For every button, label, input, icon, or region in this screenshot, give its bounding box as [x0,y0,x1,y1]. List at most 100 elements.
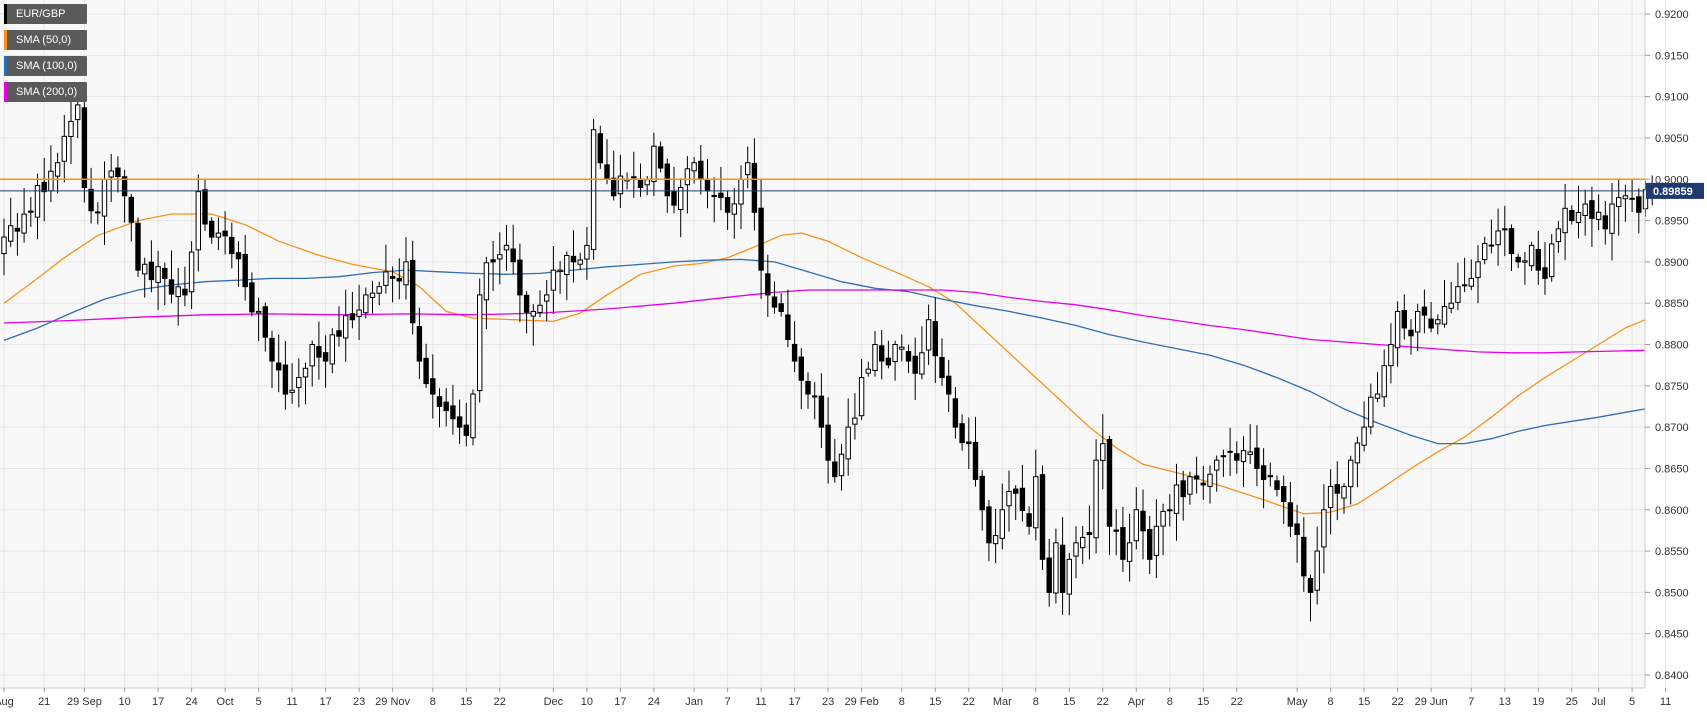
candle [1388,323,1394,384]
x-tick-label: 10 [581,696,593,708]
candle [986,500,992,562]
candle-body [604,164,610,179]
candle-body [758,207,764,271]
candle [269,330,275,389]
candle-body [1187,476,1193,495]
candle [296,358,302,408]
candle-body [81,107,88,189]
candle [1542,241,1548,295]
candle [899,334,905,362]
candle [530,304,536,346]
x-tick-label: 29 Nov [375,696,410,708]
candle-body [637,179,644,189]
candle-body [798,356,804,381]
candle [1636,188,1642,234]
candle-body [115,167,121,178]
candle-body [1595,211,1602,220]
candle-body [946,375,952,395]
candle [1073,526,1079,579]
candle-body [1622,195,1629,200]
candle [1120,506,1126,573]
legend-item-sma-200[interactable]: SMA (200,0) [4,82,88,102]
candle-body [456,416,463,428]
legend-swatch [4,30,7,50]
candle-body [316,346,322,358]
legend-swatch [4,56,7,76]
candle-body [21,213,27,234]
candle [329,328,336,374]
candle [999,483,1005,550]
candle [577,252,583,270]
candle-body [1193,475,1200,480]
candle [651,132,657,197]
candle-body [999,509,1005,539]
candle-body [497,254,503,260]
candle [1220,449,1227,477]
legend: EUR/GBP SMA (50,0) SMA (100,0) SMA (200,… [4,4,88,108]
candle [1522,251,1528,285]
candle [1314,526,1320,605]
candle-body [215,232,222,238]
candle-body [1468,277,1474,287]
candle [1589,186,1595,247]
candle-body [289,389,295,393]
candle-body [1334,484,1340,494]
candle [289,363,295,404]
candle-body [611,177,617,197]
candle [1307,574,1314,622]
candle-body [309,344,315,367]
candle [336,306,342,347]
candle [497,232,503,285]
candle-body [1408,329,1414,337]
candle [825,397,831,484]
candle-body [389,276,396,279]
candle-body [1475,261,1481,279]
candle-body [825,424,831,461]
candle [282,341,289,410]
candle-body [1267,475,1273,478]
candle [1013,485,1019,521]
candle [389,266,396,303]
candle [1080,525,1086,565]
candle-body [530,310,536,317]
candle-body [1053,542,1059,594]
candle [1294,504,1300,563]
candle-body [785,314,791,341]
candle [1368,383,1374,435]
candle-body [557,269,563,272]
candle-body [1361,426,1367,446]
candle [222,211,228,255]
candle-body [899,346,905,350]
candle [1033,449,1039,541]
candle [148,240,155,293]
candle-body [765,273,771,296]
candle [798,348,804,409]
candle [1341,483,1347,514]
candle-body [671,190,677,206]
legend-item-sma-50[interactable]: SMA (50,0) [4,30,88,50]
candle-body [8,225,14,242]
legend-item-eurgbp[interactable]: EUR/GBP [4,4,88,24]
x-tick-label: 29 Jun [1415,696,1448,708]
candle [1528,241,1535,271]
candle [316,321,322,380]
candle [912,337,918,400]
candle-body [1013,488,1019,494]
legend-swatch [4,82,7,102]
candle [1575,185,1582,239]
candle-body [436,396,443,407]
legend-item-sma-100[interactable]: SMA (100,0) [4,56,88,76]
candle [617,154,624,208]
candle-body [269,337,275,362]
candle [1153,499,1160,579]
candle [182,266,188,307]
candle-body [684,168,691,186]
x-tick-label: 17 [152,696,164,708]
candle [1287,482,1294,537]
candle [1482,236,1488,265]
candle-body [1616,197,1622,208]
candle-body [651,145,657,183]
candle-body [182,288,188,296]
candle-body [1167,509,1173,512]
